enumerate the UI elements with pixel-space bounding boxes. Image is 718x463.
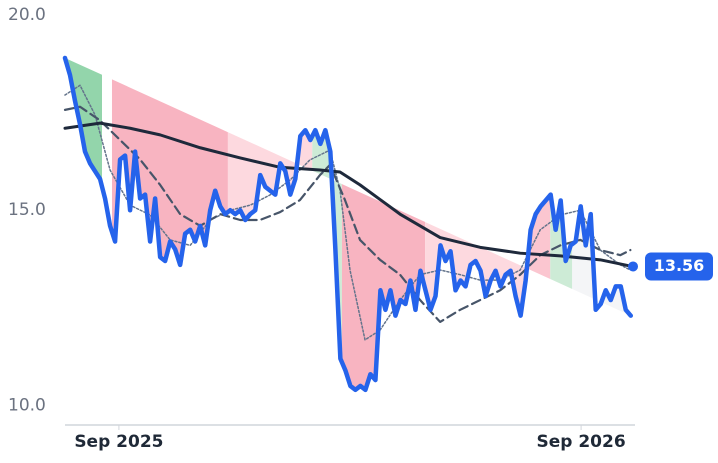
value-badge-label: 13.56: [654, 256, 705, 275]
region: [227, 130, 313, 220]
region: [111, 79, 228, 265]
region: [312, 130, 342, 363]
region: [341, 184, 426, 390]
region: [528, 195, 551, 280]
series-line: [63, 121, 632, 268]
x-tick-label: Sep 2025: [74, 432, 163, 452]
last-point: [628, 261, 638, 272]
y-tick-label: 15.0: [8, 200, 46, 220]
value-badge: [645, 252, 713, 281]
y-tick-label: 10.0: [8, 395, 46, 415]
y-tick-label: 20.0: [8, 5, 46, 25]
series-line: [62, 55, 634, 393]
x-tick-label: Sep 2026: [536, 432, 625, 452]
region: [425, 221, 529, 316]
region: [550, 194, 573, 290]
